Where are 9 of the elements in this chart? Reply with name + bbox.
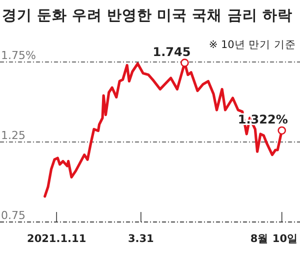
y-tick-label: 1.25	[1, 129, 26, 142]
x-tick-label: 3.31	[128, 233, 154, 245]
y-tick-label: 1.75%	[1, 49, 36, 62]
text: ※ 10년 만기 기준	[208, 39, 296, 51]
annotation: 1.745	[152, 44, 191, 59]
y-tick-label: 0.75	[1, 209, 26, 222]
x-tick-label: 2021.1.11	[27, 233, 86, 245]
chart-title: 경기 둔화 우려 반영한 미국 국채 금리 하락	[2, 8, 292, 24]
x-tick-label: 8월 10일	[250, 233, 298, 245]
